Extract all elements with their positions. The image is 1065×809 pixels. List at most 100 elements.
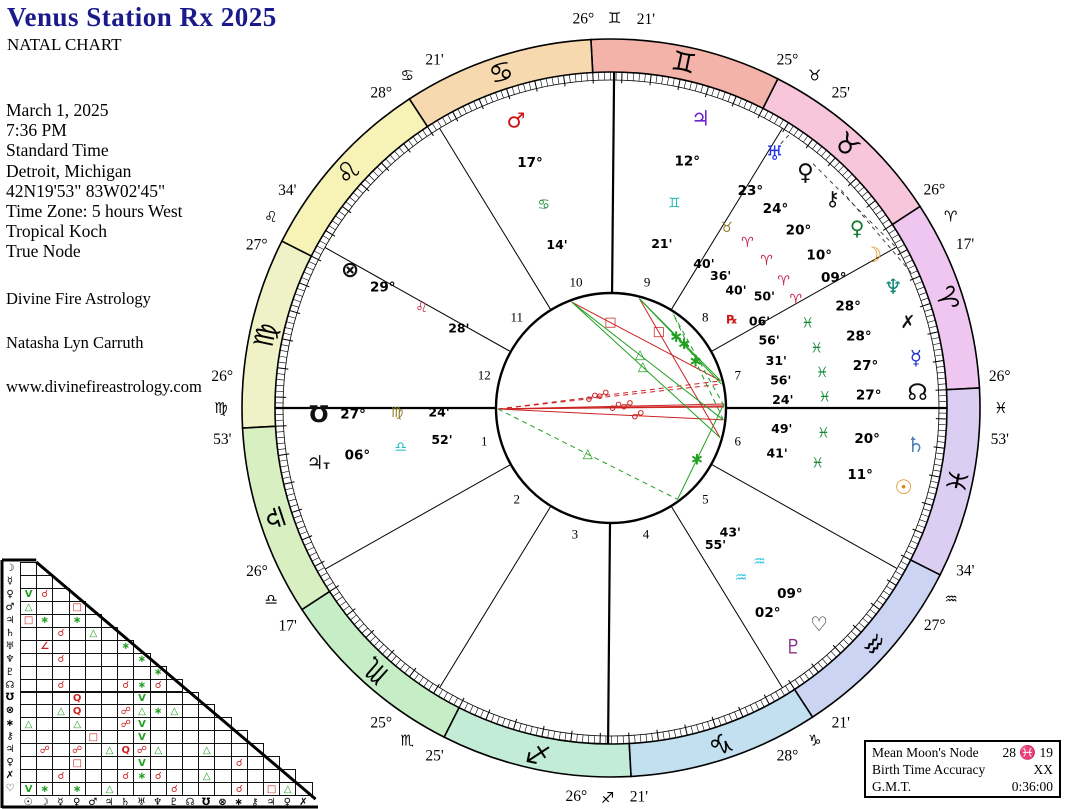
time-standard: Standard Time — [6, 140, 109, 161]
degree-tick — [301, 535, 313, 541]
degree-tick — [718, 717, 722, 726]
grid-cell-♡-17: △ — [279, 782, 297, 797]
grid-cell-✗-7: ☌ — [117, 769, 135, 784]
grid-cell-✗-4 — [68, 769, 86, 784]
grid-cell-♡-3 — [52, 782, 70, 797]
degree-tick — [937, 371, 946, 374]
south-node-degree: 27° — [340, 406, 366, 422]
house-number-1: 1 — [481, 434, 488, 449]
degree-tick — [900, 561, 909, 566]
degree-tick — [909, 275, 921, 281]
degree-tick — [501, 718, 506, 727]
degree-tick — [842, 169, 849, 176]
grid-col-label: ☿ — [57, 796, 64, 808]
degree-tick — [325, 230, 336, 237]
grid-cell-⚷-4 — [68, 730, 86, 745]
grid-cell-♃-5 — [84, 613, 102, 628]
degree-tick — [839, 643, 846, 650]
juno-glyph: ♃T — [306, 452, 330, 474]
degree-tick — [356, 187, 364, 194]
grid-row-label: ☊ — [5, 679, 15, 691]
degree-tick — [707, 721, 711, 730]
grid-row-label: ♃ — [5, 744, 15, 756]
degree-tick — [872, 204, 880, 211]
grid-cell-♂-3 — [52, 600, 70, 615]
degree-tick — [403, 143, 411, 153]
grid-cell-✗-12: △ — [198, 769, 216, 784]
grid-cell-♄-4 — [68, 626, 86, 641]
grid-cell-∗-13 — [214, 717, 232, 732]
house-number-12: 12 — [478, 367, 491, 382]
grid-cell-♄-1 — [20, 626, 38, 641]
grid-cell-♃-2: ∗ — [36, 613, 54, 628]
website-link: www.divinefireastrology.com — [6, 377, 202, 396]
grid-cell-♃-14 — [230, 743, 248, 758]
degree-tick — [757, 108, 764, 119]
degree-tick — [380, 162, 390, 172]
grid-cell-♃-4: ☍ — [68, 743, 86, 758]
house-cusp-2 — [324, 464, 512, 570]
degree-tick — [299, 531, 308, 535]
degree-tick — [453, 697, 458, 706]
degree-tick — [283, 481, 295, 485]
degree-tick — [320, 572, 328, 577]
house-cusp-8 — [710, 246, 898, 352]
degree-tick — [826, 654, 833, 662]
degree-tick — [558, 732, 561, 741]
house-cusp-12 — [324, 247, 511, 353]
degree-tick — [346, 608, 356, 616]
grid-cell-♃-8: ☍ — [133, 743, 151, 758]
degree-tick — [932, 360, 944, 363]
chiron-degree: 20° — [786, 223, 812, 239]
cusp-10-sign-glyph: ♊ — [608, 9, 621, 27]
cusp-5-degree: 28° — [777, 747, 799, 764]
degree-tick — [329, 585, 340, 593]
degree-tick — [700, 84, 704, 93]
degree-tick — [426, 126, 434, 137]
grid-cell-℧-11 — [182, 691, 200, 706]
grid-col-label: ☉ — [23, 796, 33, 808]
eris-degree: 24° — [763, 201, 789, 217]
degree-tick — [469, 705, 474, 713]
mean-node-value: 28 ♓ 19 — [1002, 745, 1053, 760]
degree-tick — [507, 720, 511, 728]
degree-tick — [886, 585, 894, 591]
grid-cell-∗-10 — [165, 717, 183, 732]
degree-tick — [279, 459, 288, 462]
degree-tick — [447, 114, 452, 122]
degree-tick — [357, 623, 365, 630]
grid-col-label: ♂ — [88, 796, 98, 808]
time-zone: Time Zone: 5 hours West — [6, 201, 183, 222]
grid-cell-✗-10 — [165, 769, 183, 784]
degree-tick — [545, 78, 549, 87]
degree-tick — [728, 713, 733, 722]
grid-row-label: ℧ — [5, 692, 15, 704]
degree-tick — [937, 441, 946, 443]
degree-tick — [905, 259, 913, 264]
degree-tick — [722, 91, 726, 100]
degree-tick — [442, 117, 447, 125]
grid-cell-∗-8: V — [133, 717, 151, 732]
degree-tick — [805, 138, 814, 149]
degree-tick — [927, 331, 939, 335]
degree-tick — [882, 219, 890, 225]
degree-tick — [345, 201, 353, 207]
grid-cell-♅-4 — [68, 639, 86, 654]
grid-cell-℧-3 — [52, 691, 70, 706]
grid-row-label: ♀ — [6, 588, 14, 600]
degree-tick — [679, 728, 682, 737]
fortune-glyph: ⊗ — [341, 258, 359, 283]
eris-minutes: 36' — [710, 268, 731, 283]
grid-cell-⊗-10: △ — [165, 704, 183, 719]
grid-cell-♆-7 — [117, 652, 135, 667]
gmt-label: G.M.T. — [872, 779, 912, 794]
degree-tick — [804, 672, 810, 680]
degree-tick — [862, 618, 870, 624]
grid-cell-♀-2: ☌ — [36, 587, 54, 602]
grid-cell-♡-15 — [246, 782, 264, 797]
grid-cell-♅-7: ∗ — [117, 639, 135, 654]
degree-tick — [557, 76, 560, 85]
degree-tick — [474, 707, 479, 716]
degree-tick — [645, 734, 648, 743]
house-number-2: 2 — [514, 492, 521, 507]
